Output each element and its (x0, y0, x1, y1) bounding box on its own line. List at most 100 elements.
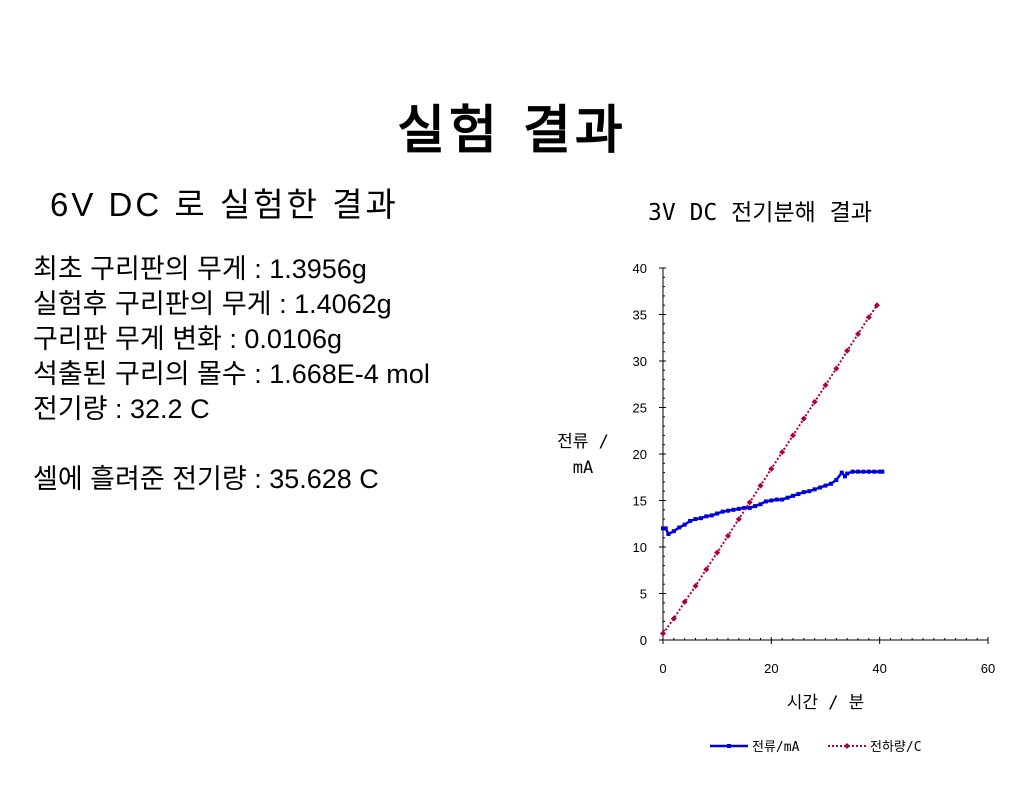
x-tick-label: 0 (659, 661, 666, 676)
data-point (688, 518, 693, 523)
data-point (725, 532, 731, 539)
results-list: 최초 구리판의 무게 : 1.3956g 실험후 구리판의 무게 : 1.406… (33, 252, 430, 497)
data-point (703, 566, 710, 573)
data-point (828, 481, 833, 486)
legend: 전류/mA 전하량/C (710, 740, 922, 755)
data-point (855, 331, 861, 338)
axis-layer: 0 5 10 15 20 25 30 35 40 0 20 40 60 시간 / 분 전류 / mA (557, 261, 995, 713)
data-point (845, 471, 850, 476)
data-point (660, 630, 666, 637)
data-point (834, 478, 839, 483)
data-point (661, 526, 665, 531)
data-point (780, 497, 785, 502)
data-point (698, 516, 703, 521)
data-point (850, 469, 855, 474)
data-point (872, 469, 877, 474)
slide-subtitle: 6V DC 로 실험한 결과 (50, 186, 399, 223)
chart: 0 5 10 15 20 25 30 35 40 0 20 40 60 시간 / 분 전류 / mA 전류/m… (557, 261, 995, 755)
data-point (865, 314, 872, 321)
x-tick-label: 40 (872, 661, 886, 676)
y-tick-label: 5 (640, 587, 647, 602)
series-charge (660, 302, 880, 637)
chart-title: 3V DC 전기분해 결과 (648, 200, 872, 226)
data-point (790, 432, 796, 439)
data-point (818, 485, 823, 490)
data-point (779, 449, 786, 456)
result-weight-change: 구리판 무게 변화 : 0.0106g (33, 324, 342, 354)
data-point (731, 507, 736, 512)
results-spacer (33, 427, 430, 462)
y-tick-label: 0 (640, 633, 647, 648)
data-point (774, 497, 779, 502)
data-point (796, 491, 801, 496)
data-point (822, 382, 829, 389)
legend-label-current: 전류/mA (752, 740, 800, 755)
series-layer (660, 302, 885, 637)
y-tick-label: 35 (633, 308, 647, 323)
data-point (873, 302, 880, 309)
slide-title: 실험 결과 (397, 101, 627, 161)
data-point (812, 487, 817, 492)
x-axis-title: 시간 / 분 (787, 693, 865, 713)
data-point (704, 514, 709, 519)
data-point (747, 505, 752, 510)
x-tick-label: 60 (981, 661, 995, 676)
data-point (709, 513, 714, 518)
data-point (769, 498, 774, 503)
y-axis-title-line: mA (573, 458, 593, 478)
y-tick-label: 20 (633, 447, 647, 462)
data-point (714, 549, 721, 556)
data-point (677, 525, 682, 530)
data-point (843, 474, 847, 479)
data-point (880, 469, 885, 474)
data-point (823, 483, 828, 488)
data-point (811, 398, 818, 405)
x-tick-label: 20 (764, 661, 778, 676)
result-charge: 전기량 : 32.2 C (33, 394, 210, 424)
y-tick-label: 25 (633, 401, 647, 416)
data-point (856, 469, 860, 474)
data-point (735, 516, 742, 523)
legend-marker-current (727, 744, 731, 748)
data-point (670, 615, 677, 622)
data-point (877, 469, 882, 474)
data-point (736, 506, 741, 511)
data-point (720, 509, 725, 514)
data-point (839, 470, 844, 475)
y-tick-label: 30 (633, 354, 647, 369)
data-point (681, 598, 688, 605)
y-tick-label: 40 (633, 261, 647, 276)
result-moles-copper: 석출된 구리의 몰수 : 1.668E-4 mol (33, 359, 430, 389)
data-point (666, 531, 671, 536)
data-point (785, 495, 790, 500)
data-point (671, 529, 676, 534)
data-point (844, 347, 851, 354)
series-line (663, 470, 883, 536)
data-point (715, 511, 720, 516)
result-final-weight: 실험후 구리판의 무게 : 1.4062g (33, 289, 392, 319)
data-point (800, 415, 807, 422)
y-tick-label: 10 (633, 540, 647, 555)
data-point (768, 465, 775, 472)
legend-label-charge: 전하량/C (870, 740, 922, 755)
y-axis-title-line: 전류 / (557, 432, 609, 452)
result-initial-weight: 최초 구리판의 무게 : 1.3956g (33, 254, 367, 284)
data-point (866, 469, 871, 474)
y-tick-label: 15 (633, 494, 647, 509)
series-current (661, 469, 885, 536)
data-point (758, 502, 763, 507)
data-point (693, 517, 698, 522)
data-point (726, 508, 730, 513)
data-point (807, 489, 812, 494)
result-cell-charge: 셀에 흘려준 전기량 : 35.628 C (33, 464, 379, 494)
data-point (861, 469, 866, 474)
data-point (742, 505, 747, 510)
data-point (791, 493, 795, 498)
data-point (746, 499, 753, 506)
data-point (757, 482, 764, 489)
data-point (663, 526, 668, 531)
data-point (682, 522, 687, 527)
legend-marker-charge (844, 743, 850, 749)
data-point (753, 504, 758, 509)
data-point (801, 490, 806, 495)
